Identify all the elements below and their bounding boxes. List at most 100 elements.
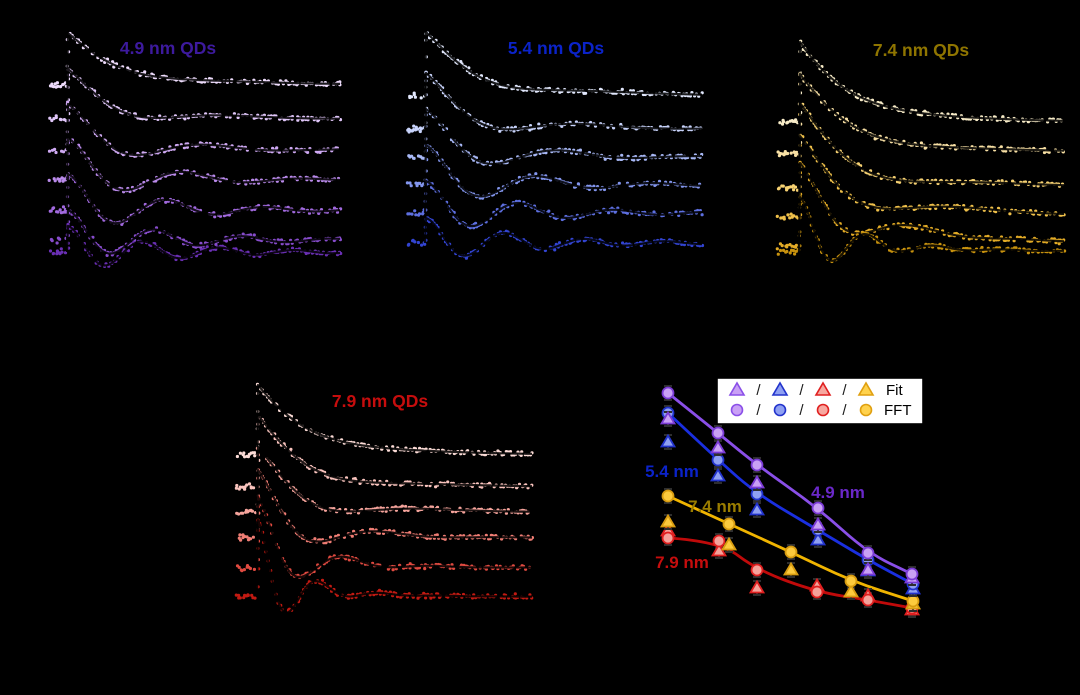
fft-circle-marker xyxy=(750,458,764,472)
fft-circle-marker xyxy=(861,546,875,560)
fit-triangle-marker xyxy=(859,561,877,576)
fft-circle-marker xyxy=(711,426,725,440)
fit-triangle-marker xyxy=(659,433,677,448)
trace-fit-line xyxy=(255,495,532,579)
trace-fit-line xyxy=(65,172,341,225)
legend-separator: / xyxy=(842,402,847,419)
trace-fit-line xyxy=(797,161,1065,247)
fft-circle-marker xyxy=(661,386,675,400)
fit-triangle-marker xyxy=(782,561,800,576)
legend-label-fit: Fit xyxy=(886,382,903,399)
trace-qd-5p4-3 xyxy=(405,143,703,200)
legend-separator: / xyxy=(756,382,761,399)
trace-qd-7p4-0 xyxy=(778,39,1065,126)
panel-qd-7p4 xyxy=(775,39,1067,264)
panel-qd-7p9 xyxy=(234,382,535,614)
legend-triangle-icon xyxy=(771,381,789,396)
fft-circle-marker xyxy=(750,563,764,577)
legend-box xyxy=(716,377,924,425)
trace-qd-7p9-2 xyxy=(235,445,532,516)
panel-title-5.4nm: 5.4 nm QDs xyxy=(508,38,605,58)
trace-qd-4p9-6 xyxy=(48,222,343,268)
trace-fit-line xyxy=(65,208,341,255)
fit-triangle-marker xyxy=(659,513,677,528)
trace-qd-7p9-1 xyxy=(234,413,534,491)
series-4.9nm xyxy=(659,385,921,586)
legend-separator: / xyxy=(756,402,761,419)
fit-triangle-marker xyxy=(709,439,727,454)
panel-titles: 4.9 nm QDs 5.4 nm QDs 7.4 nm QDs 7.9 nm … xyxy=(120,38,970,411)
trace-fit-line xyxy=(255,518,533,614)
fit-triangle-marker xyxy=(748,579,766,594)
fft-circle-marker xyxy=(905,567,919,581)
legend-glyphs: / / / / / / xyxy=(728,381,875,419)
fit-triangle-marker xyxy=(842,583,860,598)
trace-fit-line xyxy=(255,445,532,513)
size-label-7.9nm: 7.9 nm xyxy=(655,553,709,572)
trace-qd-5p4-0 xyxy=(408,30,704,100)
fft-circle-marker xyxy=(661,531,675,545)
fit-triangle-marker xyxy=(809,516,827,531)
panel-qd-5p4 xyxy=(405,30,705,260)
trace-qd-5p4-5 xyxy=(406,216,705,260)
trace-fit-line xyxy=(423,143,703,198)
trace-fit-line xyxy=(255,413,532,488)
trace-qd-7p9-0 xyxy=(235,382,534,459)
fft-circle-marker xyxy=(811,501,825,515)
trace-fit-line xyxy=(423,107,702,165)
legend-separator: / xyxy=(842,382,847,399)
trace-qd-4p9-0 xyxy=(48,31,342,89)
trace-qd-4p9-3 xyxy=(47,136,341,194)
fit-triangle-marker xyxy=(709,467,727,482)
trace-fit-line xyxy=(423,30,702,97)
panel-title-7.9nm: 7.9 nm QDs xyxy=(332,391,429,411)
fft-circle-marker xyxy=(906,594,920,608)
trace-qd-5p4-4 xyxy=(406,179,704,230)
trace-fit-line xyxy=(423,216,702,257)
fft-circle-marker xyxy=(861,593,875,607)
fit-triangle-marker xyxy=(748,501,766,516)
trace-qd-5p4-2 xyxy=(407,107,704,167)
legend-circle-icon xyxy=(859,403,873,417)
trace-qd-7p4-3 xyxy=(775,134,1066,221)
legend-triangle-icon xyxy=(857,381,875,396)
legend-circle-icon xyxy=(773,403,787,417)
scatter-size-labels: 7.9 nm 7.4 nm 5.4 nm 4.9 nm xyxy=(645,462,865,572)
legend: / / / / / / Fit FFT xyxy=(716,377,924,425)
trace-fit-line xyxy=(255,383,533,456)
legend-triangle-icon xyxy=(814,381,832,396)
trace-fit-line xyxy=(797,195,1064,262)
legend-circle-icon xyxy=(816,403,830,417)
trace-fit-line xyxy=(423,179,703,228)
trace-qd-7p9-3 xyxy=(237,468,535,545)
scatter-panel-layer xyxy=(659,385,922,618)
size-label-4.9nm: 4.9 nm xyxy=(811,483,865,502)
panel-title-7.4nm: 7.4 nm QDs xyxy=(873,40,970,60)
trace-fit-line xyxy=(65,136,341,192)
trace-fit-line xyxy=(423,71,702,131)
trace-fit-line xyxy=(797,40,1065,124)
trace-qd-7p4-4 xyxy=(775,160,1066,251)
decay-panels-layer xyxy=(47,30,1067,614)
legend-triangle-icon xyxy=(728,381,746,396)
panel-qd-4p9 xyxy=(47,31,343,268)
fft-circle-marker xyxy=(661,489,675,503)
trace-fit-line xyxy=(65,67,340,120)
trace-fit-line xyxy=(65,31,340,86)
fft-circle-marker xyxy=(844,574,858,588)
trace-qd-4p9-5 xyxy=(49,208,343,257)
fft-circle-marker xyxy=(784,545,798,559)
size-label-5.4nm: 5.4 nm xyxy=(645,462,699,481)
fit-triangle-marker xyxy=(748,474,766,489)
trace-fit-line xyxy=(65,224,341,267)
legend-circle-icon xyxy=(730,403,744,417)
trace-qd-4p9-1 xyxy=(48,67,343,123)
series-7.4nm xyxy=(659,488,922,612)
legend-separator: / xyxy=(799,402,804,419)
fft-circle-marker xyxy=(722,517,736,531)
fit-triangle-marker xyxy=(720,536,738,551)
size-label-7.4nm: 7.4 nm xyxy=(688,497,742,516)
trace-qd-7p4-2 xyxy=(776,101,1065,192)
